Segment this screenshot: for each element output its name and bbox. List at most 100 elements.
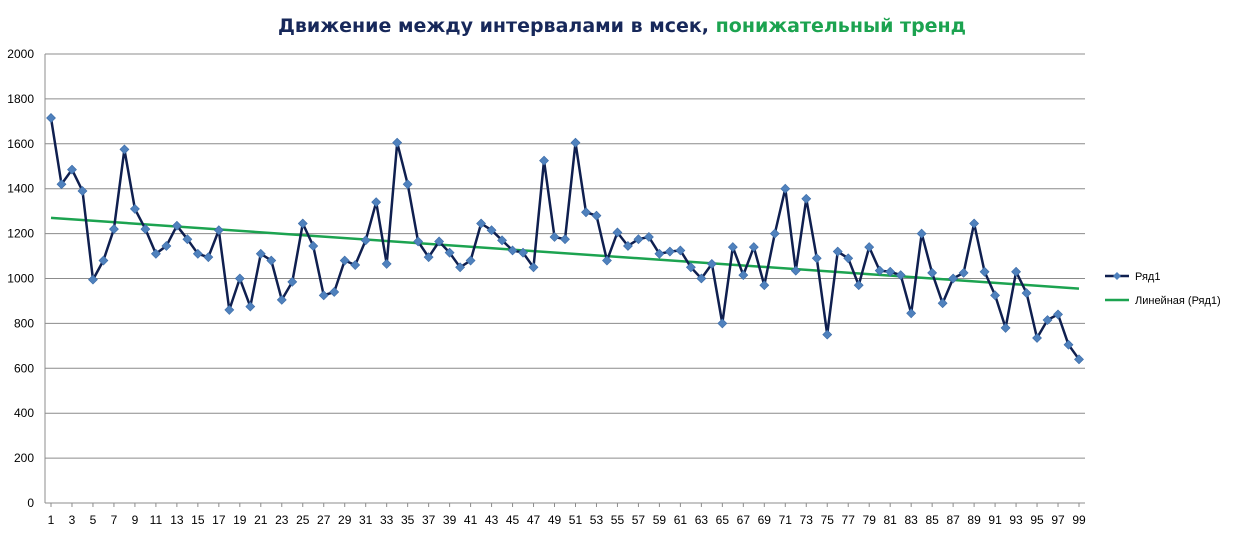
data-point: [885, 266, 896, 277]
x-tick-label: 83: [904, 513, 918, 527]
data-point: [1042, 315, 1053, 325]
x-tick-label: 93: [1009, 513, 1023, 527]
y-tick-label: 400: [14, 406, 34, 420]
series-layer: [46, 113, 1084, 365]
data-point: [633, 234, 644, 245]
data-point: [171, 220, 182, 231]
data-point: [434, 236, 445, 247]
data-point: [109, 224, 119, 235]
x-tick-label: 43: [485, 513, 499, 527]
legend-series-marker: [1113, 272, 1121, 280]
data-point: [392, 137, 403, 148]
data-point: [150, 248, 161, 259]
data-point: [822, 329, 833, 340]
x-tick-label: 11: [150, 513, 163, 527]
data-point: [895, 270, 906, 281]
data-point: [549, 232, 560, 242]
x-tick-label: 41: [464, 513, 478, 527]
data-point: [371, 197, 382, 208]
x-tick-label: 35: [401, 513, 415, 527]
data-point: [832, 246, 843, 257]
x-tick-label: 61: [674, 513, 688, 527]
x-tick-label: 37: [422, 513, 436, 527]
data-point: [318, 290, 329, 301]
data-point: [476, 218, 487, 229]
x-tick-label: 39: [443, 513, 457, 527]
x-tick-label: 55: [611, 513, 625, 527]
y-tick-label: 600: [14, 361, 34, 375]
data-point: [140, 224, 151, 235]
data-point: [748, 242, 759, 252]
data-point: [958, 267, 969, 278]
data-point: [350, 260, 361, 270]
data-point: [675, 245, 686, 256]
y-tick-label: 1000: [7, 272, 34, 286]
data-point: [276, 294, 287, 305]
data-point: [581, 207, 591, 218]
data-point: [643, 232, 654, 242]
data-point: [1053, 309, 1063, 320]
data-point: [623, 241, 633, 251]
data-point: [129, 203, 140, 214]
data-point: [1063, 339, 1074, 350]
x-tick-label: 45: [506, 513, 520, 527]
x-tick-label: 9: [132, 513, 139, 527]
x-tick-label: 87: [946, 513, 960, 527]
x-tick-label: 29: [338, 513, 352, 527]
x-tick-label: 63: [695, 513, 709, 527]
data-point: [255, 248, 266, 259]
legend-trend-label: Линейная (Ряд1): [1135, 295, 1221, 307]
x-tick-label: 13: [170, 513, 184, 527]
x-tick-label: 3: [69, 513, 76, 527]
data-point: [497, 235, 507, 246]
data-point: [413, 236, 424, 247]
data-point: [98, 255, 109, 266]
x-tick-label: 21: [254, 513, 268, 527]
data-point: [192, 248, 203, 259]
data-point: [46, 113, 56, 123]
data-point: [906, 308, 917, 319]
data-point: [560, 234, 570, 245]
data-point: [329, 287, 340, 297]
x-tick-label: 79: [863, 513, 877, 527]
x-tick-label: 97: [1051, 513, 1065, 527]
chart-title: Движение между интервалами в мсек, пониж…: [278, 15, 966, 37]
data-point: [88, 274, 98, 285]
data-point: [182, 234, 193, 245]
y-tick-label: 0: [27, 496, 34, 510]
data-point: [455, 262, 466, 273]
data-point: [979, 266, 990, 277]
x-tick-label: 99: [1072, 513, 1086, 527]
data-point: [381, 258, 392, 269]
x-tick-label: 69: [758, 513, 772, 527]
data-point: [465, 255, 476, 266]
data-point: [759, 280, 770, 291]
data-point: [423, 252, 434, 263]
data-point: [969, 218, 980, 229]
y-tick-label: 1600: [7, 137, 34, 151]
data-point: [507, 245, 518, 256]
x-tick-label: 15: [191, 513, 205, 527]
x-tick-label: 53: [590, 513, 604, 527]
data-point: [843, 253, 854, 264]
x-tick-label: 23: [275, 513, 289, 527]
x-tick-label: 47: [527, 513, 541, 527]
data-point: [308, 241, 319, 251]
data-point: [769, 228, 780, 239]
data-point: [1021, 288, 1032, 299]
data-point: [591, 210, 602, 221]
data-point: [937, 298, 948, 309]
data-point: [67, 164, 77, 175]
data-point: [685, 262, 696, 273]
data-point: [706, 258, 717, 269]
data-point: [287, 276, 298, 287]
data-point: [990, 290, 1001, 301]
x-tick-label: 65: [716, 513, 730, 527]
legend-series-label: Ряд1: [1135, 271, 1160, 283]
data-point: [245, 301, 256, 312]
legend: Ряд1 Линейная (Ряд1): [1105, 271, 1221, 307]
data-point: [811, 253, 822, 264]
x-tick-label: 51: [569, 513, 583, 527]
data-point: [948, 273, 959, 284]
data-point: [360, 235, 371, 246]
